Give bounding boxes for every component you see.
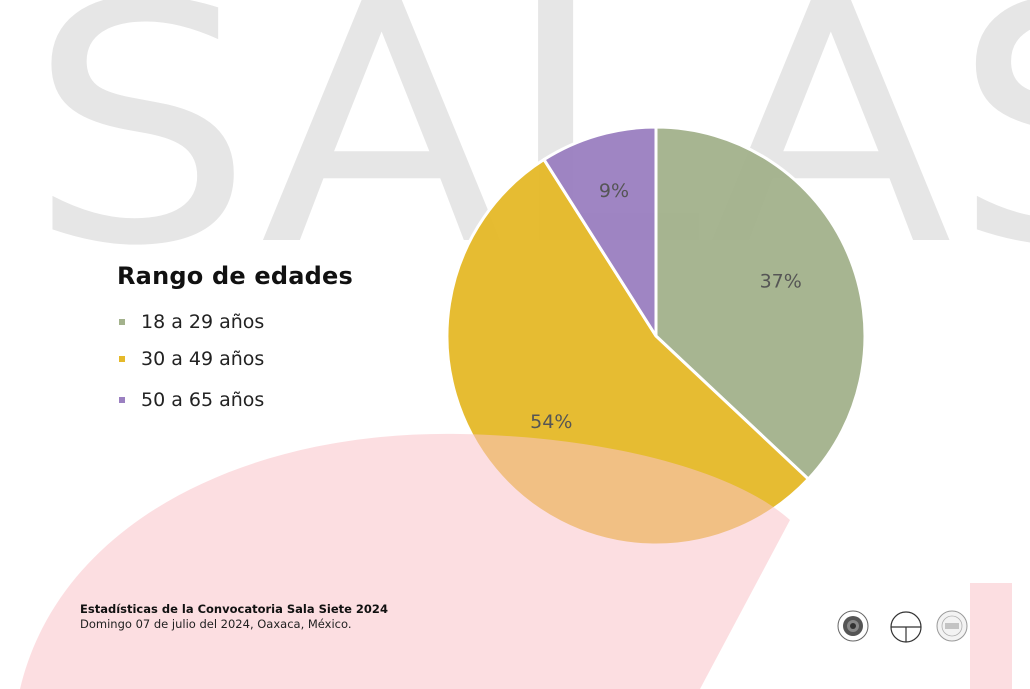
legend-item: 50 a 65 años <box>117 381 353 418</box>
legend-swatch-2 <box>119 355 125 362</box>
pink-bar-shape <box>970 583 1012 689</box>
legend-item: 30 a 49 años <box>117 340 353 377</box>
pie-slice-label-3: 9% <box>599 180 629 202</box>
footer-title: Estadísticas de la Convocatoria Sala Sie… <box>80 602 388 616</box>
pie-slice-label-2: 54% <box>530 411 572 433</box>
chart-title: Rango de edades <box>117 262 353 290</box>
footer-subtitle: Domingo 07 de julio del 2024, Oaxaca, Mé… <box>80 617 352 631</box>
pie-slice-labels: 37% 54% 9% <box>530 180 802 433</box>
pink-arc-shape <box>20 433 790 689</box>
legend-label: 50 a 65 años <box>141 388 265 411</box>
footer: Estadísticas de la Convocatoria Sala Sie… <box>80 602 388 631</box>
pie-slice-label-1: 37% <box>760 271 802 293</box>
pie-slice-3 <box>542 125 658 338</box>
circle-cross-logo <box>890 611 922 643</box>
seal-logo <box>837 610 869 642</box>
legend-label: 30 a 49 años <box>141 347 265 370</box>
emblem-logo <box>936 610 968 642</box>
chart-legend: Rango de edades 18 a 29 años 30 a 49 año… <box>117 262 353 418</box>
legend-item: 18 a 29 años <box>117 303 353 340</box>
sponsor-logos <box>837 610 968 643</box>
legend-label: 18 a 29 años <box>141 310 265 333</box>
legend-swatch-1 <box>119 318 125 325</box>
legend-swatch-3 <box>119 396 125 403</box>
pie-slice-1 <box>654 125 867 481</box>
